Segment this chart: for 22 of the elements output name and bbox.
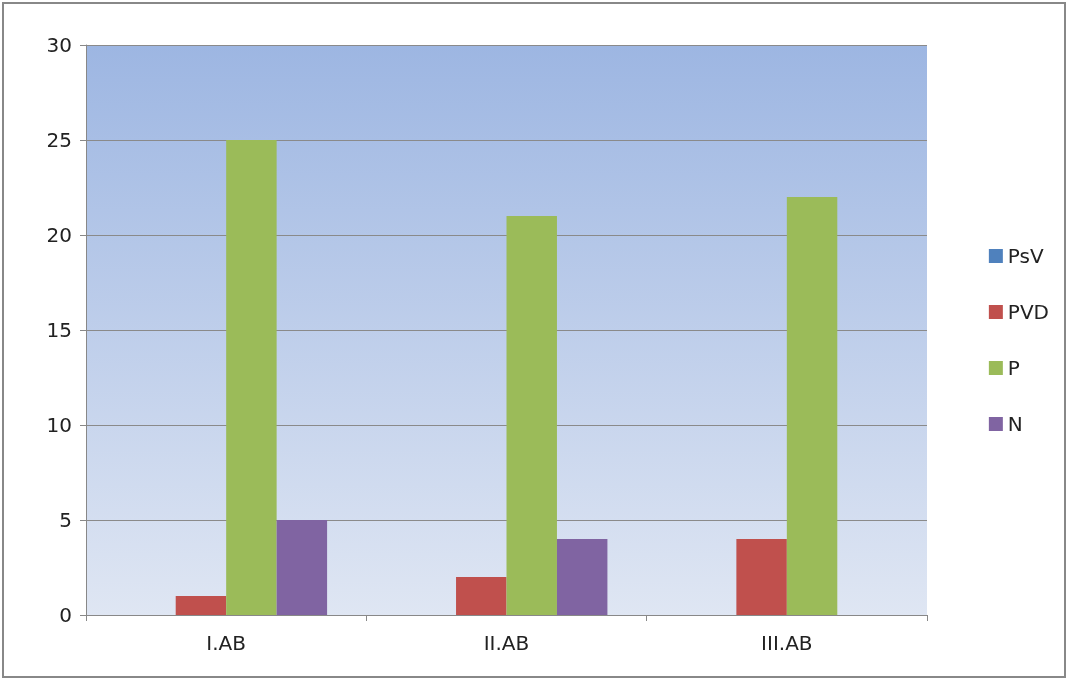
x-tick-label: III.AB	[761, 631, 813, 655]
legend-label: PsV	[1007, 244, 1044, 268]
bar	[786, 197, 838, 615]
bar	[556, 539, 608, 615]
y-tick-label: 10	[46, 413, 72, 437]
y-tick-label: 15	[46, 318, 72, 342]
bar	[276, 520, 328, 615]
bar	[175, 596, 227, 615]
bar	[456, 577, 507, 615]
bar	[736, 539, 787, 615]
y-tick-label: 5	[59, 508, 72, 532]
bar	[506, 216, 557, 615]
x-tick-label: I.AB	[206, 631, 246, 655]
legend-label: PVD	[1007, 300, 1050, 324]
y-tick-label: 25	[46, 128, 72, 152]
y-tick-label: 0	[59, 603, 72, 627]
legend-label: P	[1007, 356, 1020, 380]
x-tick-label: II.AB	[483, 631, 530, 655]
legend-label: N	[1007, 412, 1023, 436]
bar	[226, 140, 277, 615]
y-tick-label: 20	[46, 223, 72, 247]
y-tick-label: 30	[46, 33, 72, 57]
